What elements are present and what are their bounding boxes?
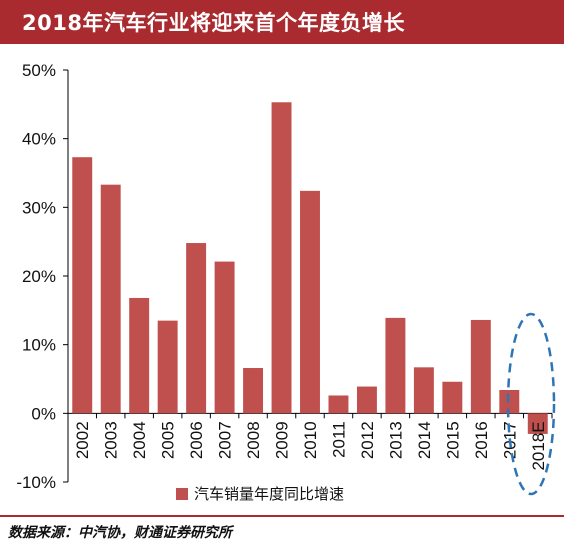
bar [271,102,292,414]
y-tick-label: -10% [16,473,56,492]
x-tick-label: 2015 [443,421,462,459]
bar [527,413,548,434]
source-divider [0,515,564,517]
legend-swatch [176,488,188,500]
bar [356,386,377,414]
y-tick-label: 30% [22,198,56,217]
x-tick-label: 2008 [244,421,263,459]
y-tick-label: 0% [31,404,56,423]
x-tick-label: 2010 [301,421,320,459]
highlight-ellipse [506,312,556,496]
y-axis: -10% 0% 10% 20% 30% 40% 50% [16,61,552,492]
legend: 汽车销量年度同比增速 [176,485,344,503]
bar [442,381,463,414]
bar [129,297,150,414]
bar [214,261,235,414]
bar [72,157,93,414]
bar [499,389,520,414]
bar [157,320,178,414]
x-tick-label: 2006 [187,421,206,459]
chart-title: 2018年汽车行业将迎来首个年度负增长 [22,11,405,35]
x-axis-labels: 2002 2003 2004 2005 2006 2007 2008 2009 2010 2011… [73,413,553,471]
x-tick-label: 2003 [102,421,121,459]
y-tick-label: 10% [22,336,56,355]
bar [385,317,406,414]
bars [72,102,548,434]
x-tick-label: 2002 [73,421,92,459]
x-tick-label: 2009 [273,421,292,459]
x-tick-label: 2014 [415,421,434,459]
x-tick-label: 2018E [529,421,548,470]
bar [186,243,207,414]
x-tick-label: 2005 [159,421,178,459]
bar [243,368,264,414]
bar [328,395,349,414]
x-tick-label: 2012 [358,421,377,459]
title-bar: 2018年汽车行业将迎来首个年度负增长 [0,0,564,44]
bar-chart: -10%0%10%20%30%40%50% 2002 2003 2004 2005 20… [16,61,556,503]
x-tick-label: 2011 [329,421,348,458]
source-note: 数据来源：中汽协，财通证券研究所 [8,525,232,541]
x-tick-label: 2016 [472,421,491,459]
bar [470,319,491,414]
x-tick-label: 2007 [216,421,235,459]
y-tick-label: 20% [22,267,56,286]
legend-label: 汽车销量年度同比增速 [194,485,344,503]
x-tick-label: 2004 [130,421,149,459]
bar [300,190,320,414]
y-tick-label: 40% [22,130,56,149]
bar [413,367,434,414]
bar [100,184,121,414]
x-tick-label: 2013 [386,421,405,459]
y-tick-label: 50% [22,61,56,80]
